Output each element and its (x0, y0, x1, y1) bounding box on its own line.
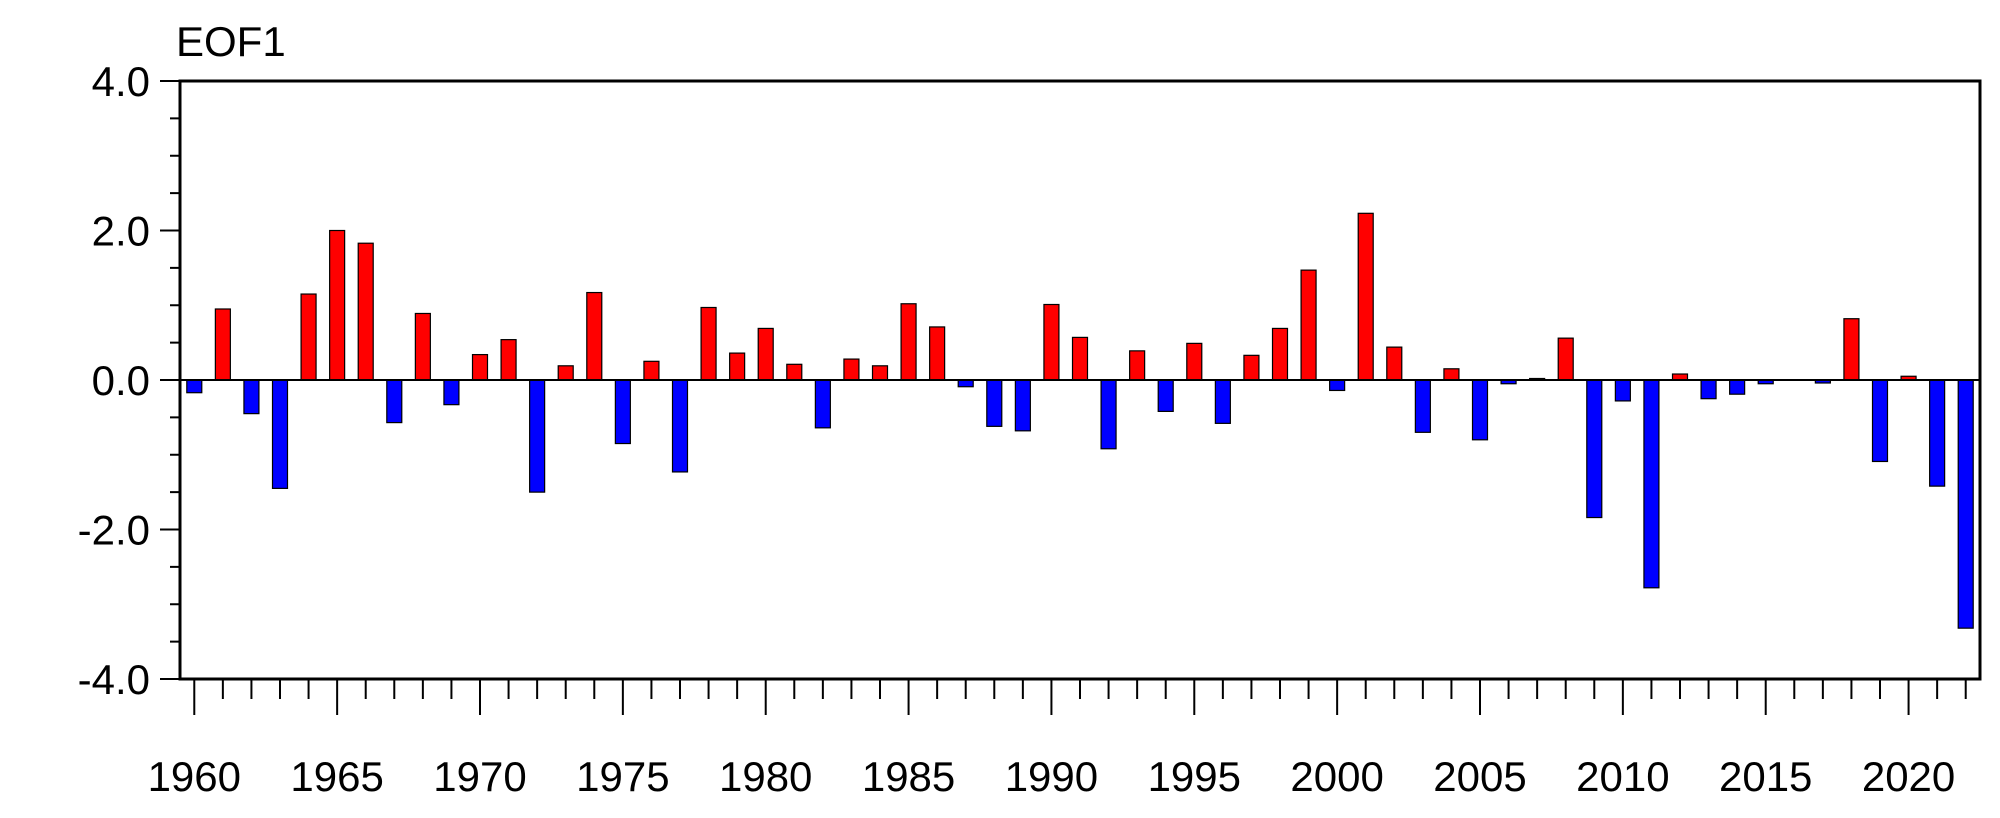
bar-1979 (729, 352, 746, 381)
bar-1971 (500, 339, 517, 381)
bar-1989 (1014, 379, 1031, 432)
bar-1997 (1243, 354, 1260, 381)
bar-1976 (643, 360, 660, 381)
bar-1996 (1214, 379, 1231, 424)
bar-1975 (614, 379, 631, 445)
bar-2000 (1329, 379, 1346, 392)
bar-1965 (329, 229, 346, 381)
y-tick-label: -2.0 (78, 507, 150, 554)
bar-1960 (186, 379, 203, 394)
x-tick-label: 1995 (1148, 753, 1241, 800)
bar-2001 (1357, 212, 1374, 381)
bar-1984 (871, 365, 889, 381)
bar-2002 (1386, 346, 1403, 381)
bar-1970 (471, 353, 489, 381)
bar-1981 (786, 363, 803, 381)
bar-1969 (443, 379, 460, 406)
bar-1963 (271, 379, 289, 489)
bar-1974 (586, 291, 603, 381)
bar-1978 (700, 306, 717, 381)
x-tick-label: 1985 (862, 753, 955, 800)
bar-2021 (1929, 379, 1946, 487)
bar-1999 (1300, 269, 1317, 381)
x-tick-label: 1970 (433, 753, 526, 800)
x-tick-label: 2010 (1576, 753, 1669, 800)
x-tick-label: 1960 (148, 753, 241, 800)
x-tick-label: 2020 (1862, 753, 1955, 800)
bar-1995 (1186, 342, 1203, 381)
bar-2003 (1414, 379, 1431, 433)
bar-1983 (843, 358, 860, 381)
bar-1985 (900, 303, 917, 381)
y-tick-label: 2.0 (92, 208, 150, 255)
bar-2009 (1586, 379, 1603, 519)
bar-2022 (1957, 379, 1974, 629)
bar-2014 (1729, 379, 1746, 395)
x-tick-label: 2005 (1433, 753, 1526, 800)
chart-title: EOF1 (176, 18, 286, 65)
bar-2004 (1443, 368, 1460, 381)
y-tick-label: 4.0 (92, 58, 150, 105)
x-tick-label: 1980 (719, 753, 812, 800)
bar-2008 (1557, 337, 1574, 381)
bar-1962 (243, 379, 260, 415)
bar-1991 (1071, 336, 1089, 381)
bar-2005 (1471, 379, 1489, 441)
bar-1961 (214, 308, 231, 381)
bar-1977 (671, 379, 689, 473)
bar-1982 (814, 379, 831, 429)
bar-1973 (557, 365, 574, 381)
bar-1988 (986, 379, 1003, 427)
bar-2011 (1643, 379, 1660, 589)
bar-2018 (1843, 318, 1860, 381)
bar-2019 (1871, 379, 1889, 463)
y-tick-label: 0.0 (92, 357, 150, 404)
bar-1966 (357, 242, 374, 381)
bar-1967 (386, 379, 403, 424)
x-tick-label: 1990 (1005, 753, 1098, 800)
bar-1990 (1043, 303, 1060, 381)
bar-1968 (414, 312, 431, 381)
axes-layer: 4.0 2.0 0.0 -2.0 -4.0 1960 1965 1970 1975 1980 198… (78, 58, 1982, 800)
y-tick-label: -4.0 (78, 656, 150, 703)
bar-1986 (929, 326, 946, 381)
x-tick-label: 1975 (576, 753, 669, 800)
bar-1994 (1157, 379, 1174, 412)
bar-1993 (1129, 350, 1146, 381)
x-tick-label: 2015 (1719, 753, 1812, 800)
bar-1964 (300, 293, 317, 381)
x-tick-label: 1965 (290, 753, 383, 800)
bar-1992 (1100, 379, 1117, 450)
bar-1972 (529, 379, 546, 493)
bar-2010 (1614, 379, 1631, 402)
x-tick-label: 2000 (1290, 753, 1383, 800)
bar-1998 (1271, 327, 1289, 381)
bar-2013 (1700, 379, 1717, 400)
bars-layer (186, 212, 1974, 629)
bar-1980 (757, 327, 774, 381)
bar-1987 (957, 379, 974, 388)
